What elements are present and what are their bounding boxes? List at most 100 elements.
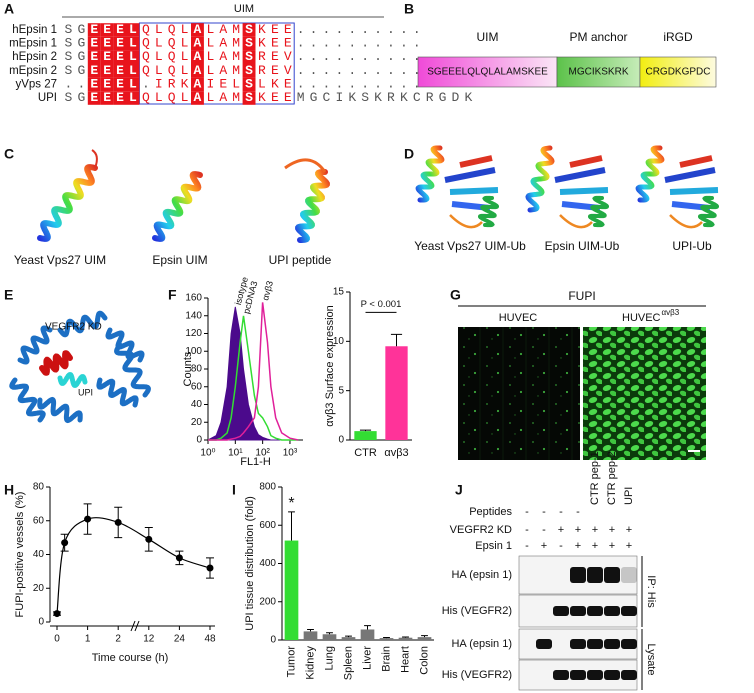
helix-ribbon <box>478 195 499 228</box>
x-tick-label: 48 <box>204 634 216 645</box>
panel-label: C <box>4 146 14 162</box>
bar <box>417 637 432 640</box>
band <box>621 606 637 616</box>
image-title: HUVEC <box>622 312 661 324</box>
loop <box>669 214 703 229</box>
condition-value: + <box>575 524 581 536</box>
blot-label: HA (epsin 1) <box>451 638 512 650</box>
band <box>570 639 586 649</box>
band <box>587 567 603 583</box>
data-point <box>84 515 92 523</box>
condition-value: - <box>576 506 580 518</box>
bar <box>360 629 375 640</box>
y-tick-label: 60 <box>191 381 203 392</box>
sequence-name: mEpsin 2 <box>9 65 57 77</box>
x-tick-label: Liver <box>361 646 373 670</box>
conserved-highlight <box>242 36 256 51</box>
error-bar <box>326 632 333 635</box>
image-title: HUVEC <box>499 312 538 324</box>
structure-caption: Epsin UIM <box>152 253 207 267</box>
condition-value: - <box>525 524 529 536</box>
condition-name: Peptides <box>469 506 512 518</box>
conserved-highlight <box>113 91 127 105</box>
structure-caption: UPI-Ub <box>672 239 712 253</box>
conserved-highlight <box>100 50 114 64</box>
condition-name: Epsin 1 <box>475 540 512 552</box>
y-tick-label: 40 <box>191 399 203 410</box>
error-bar <box>421 635 428 638</box>
helix-ribbon <box>698 195 719 228</box>
error-bar <box>288 511 295 541</box>
beta-strand <box>669 187 719 195</box>
bar <box>303 631 318 640</box>
conserved-highlight <box>242 91 256 105</box>
band <box>570 567 586 583</box>
band <box>570 670 586 680</box>
y-tick-label: 160 <box>185 293 202 304</box>
error-bar <box>383 637 390 639</box>
beta-strand <box>569 155 603 168</box>
y-tick-label: 15 <box>333 287 345 298</box>
conserved-highlight <box>113 23 127 37</box>
beta-strand <box>679 155 713 168</box>
conserved-highlight <box>191 91 204 105</box>
x-tick-label: 1 <box>85 634 91 645</box>
loop <box>559 214 593 229</box>
error-bar <box>359 429 372 432</box>
peptide-label: CTR pep-2 <box>606 451 618 505</box>
condition-value: - <box>542 506 546 518</box>
conserved-highlight <box>242 77 256 92</box>
x-tick-label: 0 <box>54 634 60 645</box>
y-tick-label: 80 <box>191 364 203 375</box>
beta-strand <box>449 187 499 195</box>
structure-annotation: UPI <box>78 387 93 397</box>
sequence-name: hEpsin 2 <box>12 51 57 63</box>
y-tick-label: 0 <box>270 635 276 646</box>
beta-strand <box>444 167 496 183</box>
band <box>587 639 603 649</box>
condition-name: VEGFR2 KD <box>450 524 512 536</box>
conserved-highlight <box>87 23 101 37</box>
y-tick-label: 0 <box>338 435 344 446</box>
condition-value: + <box>558 524 564 536</box>
kinase-helix <box>57 310 108 338</box>
panel-label: D <box>404 146 414 162</box>
conserved-highlight <box>100 36 114 51</box>
image-title-superscript: αvβ3 <box>662 308 680 317</box>
conserved-highlight <box>87 36 101 51</box>
structure-caption: UPI peptide <box>269 253 332 267</box>
condition-value: + <box>609 540 615 552</box>
x-tick-label: Lung <box>323 646 335 670</box>
conserved-highlight <box>100 64 114 78</box>
y-tick-label: 10 <box>333 336 345 347</box>
x-tick-label: 10¹ <box>228 448 243 459</box>
segment-title: iRGD <box>663 30 693 44</box>
error-bar <box>345 635 352 638</box>
sequence-name: hEpsin 1 <box>12 24 57 36</box>
condition-value: + <box>626 524 632 536</box>
y-tick-label: 60 <box>33 515 45 526</box>
band <box>553 670 569 680</box>
x-tick-label: CTR <box>354 447 377 459</box>
panel-label: A <box>4 1 14 17</box>
x-axis-label: FL1-H <box>240 456 271 468</box>
micrograph <box>458 327 580 460</box>
conserved-highlight <box>126 36 140 51</box>
bar <box>354 431 377 440</box>
conserved-highlight <box>191 50 204 64</box>
conserved-highlight <box>126 50 140 64</box>
panel-label: F <box>168 287 177 303</box>
sequence-name: mEpsin 1 <box>9 38 57 50</box>
x-tick-label: 24 <box>174 634 186 645</box>
histogram-line <box>208 315 299 441</box>
blot-label: His (VEGFR2) <box>442 605 512 617</box>
condition-value: - <box>559 540 563 552</box>
error-bar <box>390 333 403 347</box>
bar <box>322 634 337 640</box>
y-tick-label: 20 <box>33 583 45 594</box>
x-tick-label: 12 <box>143 634 155 645</box>
segment-title: UIM <box>477 30 499 44</box>
helix-ribbon <box>152 171 203 242</box>
